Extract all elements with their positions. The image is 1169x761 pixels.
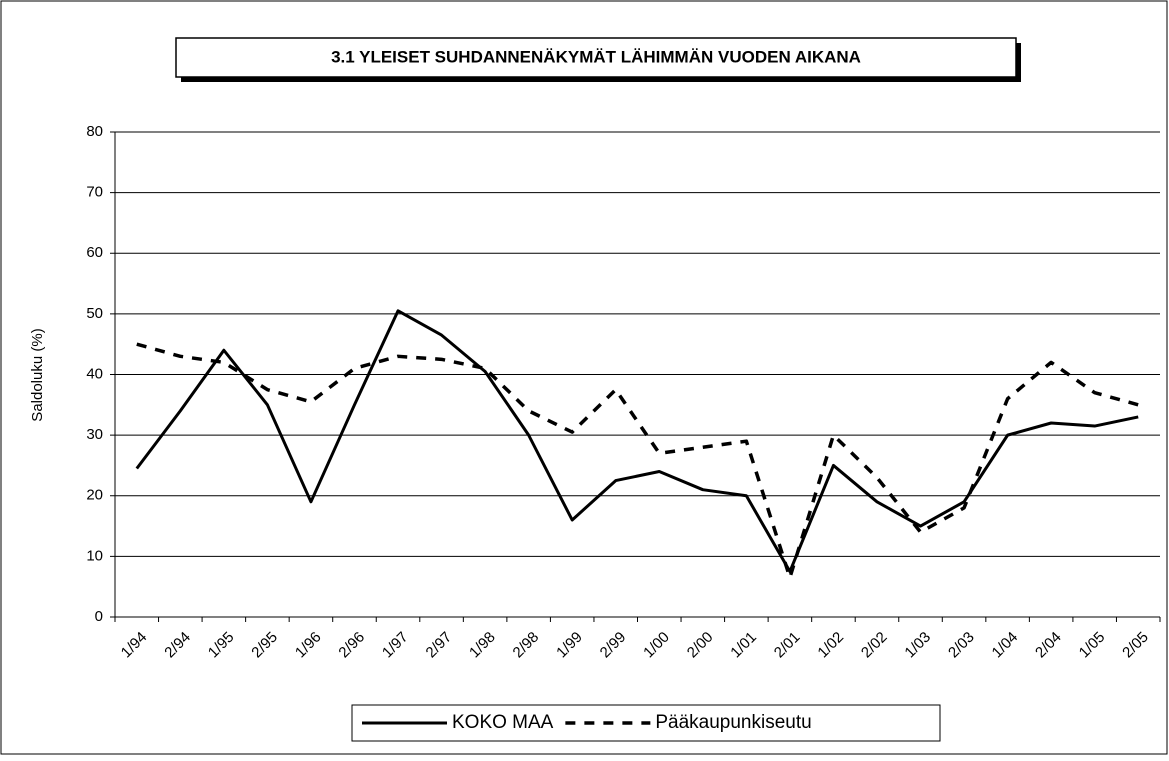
series-line (136, 342, 1139, 580)
y-tick-label: 0 (95, 608, 103, 625)
y-tick-label: 20 (86, 487, 103, 504)
y-tick-label: 10 (86, 547, 103, 564)
y-tick-label: 40 (86, 365, 103, 382)
legend-label: KOKO MAA (452, 712, 554, 733)
y-axis-label: Saldoluku (%) (29, 328, 46, 421)
y-tick-label: 70 (86, 184, 103, 201)
y-tick-label: 60 (86, 244, 103, 261)
legend-label: Pääkaupunkiseutu (655, 712, 811, 733)
y-tick-label: 30 (86, 426, 103, 443)
chart-title: 3.1 YLEISET SUHDANNENÄKYMÄT LÄHIMMÄN VUO… (331, 47, 861, 66)
y-tick-label: 50 (86, 305, 103, 322)
title-box (175, 37, 1017, 78)
y-tick-label: 80 (86, 123, 103, 140)
